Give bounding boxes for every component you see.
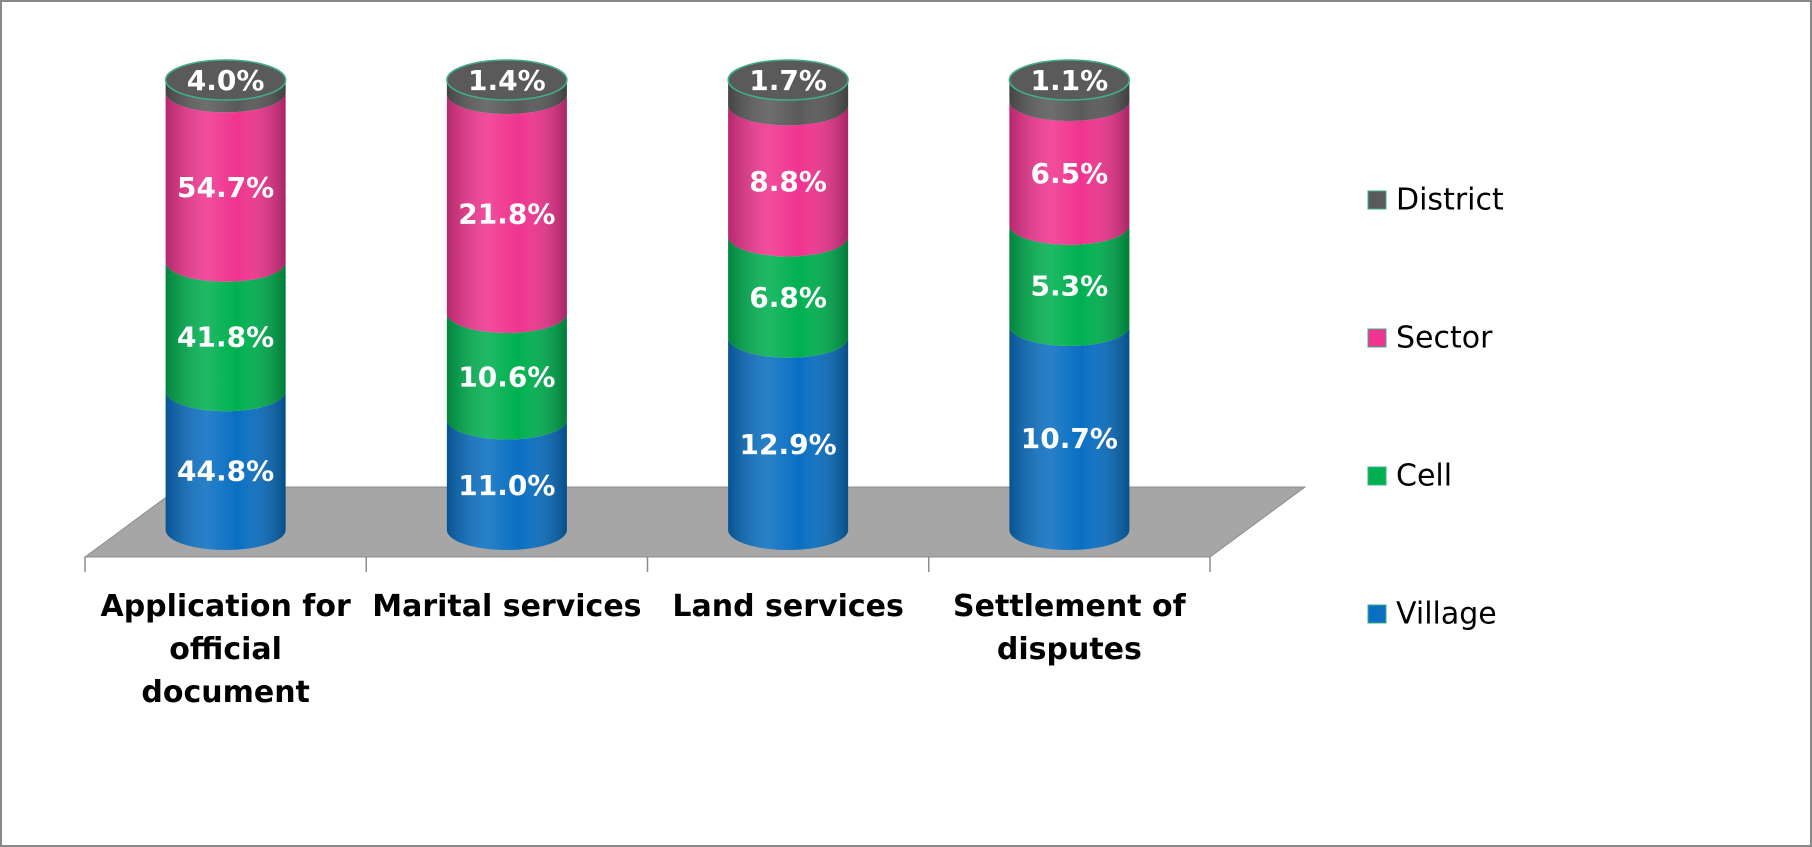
data-label: 1.1% [1031, 64, 1109, 97]
x-tick-label: Settlement of disputes [953, 589, 1186, 667]
data-label: 21.8% [458, 198, 555, 231]
data-label: 11.0% [458, 469, 555, 502]
bar-shading [1009, 325, 1130, 550]
bar-shading [165, 261, 286, 412]
bar-shading [446, 80, 567, 115]
x-tick-label: Land services [672, 589, 904, 624]
bar-shading [446, 94, 567, 334]
data-label: 54.7% [177, 171, 274, 204]
bar-shading [165, 92, 286, 282]
bar-top [164, 59, 287, 101]
legend-label: Village [1396, 597, 1497, 632]
x-tick-label: Marital services [372, 589, 642, 624]
bar-top [1008, 59, 1131, 101]
data-label: 6.5% [1031, 157, 1109, 190]
legend-swatch [1367, 604, 1387, 624]
floor [83, 486, 1307, 558]
bar-top [727, 59, 849, 101]
bar-top [446, 59, 568, 101]
legend-label: District [1396, 183, 1504, 218]
data-label: 8.8% [749, 165, 827, 198]
x-tick-label: Application for official document [100, 589, 351, 710]
bar-shading [728, 236, 849, 358]
data-label: 41.8% [177, 321, 274, 354]
data-label: 1.7% [749, 64, 827, 97]
legend-label: Cell [1396, 459, 1452, 494]
data-label: 12.9% [740, 428, 837, 461]
bar-shading [1009, 224, 1130, 346]
bar-shading [165, 391, 286, 550]
data-label: 10.7% [1021, 422, 1118, 455]
data-label: 4.0% [187, 64, 265, 97]
bar-shading [728, 105, 849, 257]
data-label: 6.8% [749, 281, 827, 314]
bar-shading [446, 419, 567, 550]
legend-label: Sector [1396, 321, 1493, 356]
data-label: 10.6% [458, 360, 555, 393]
bar-shading [165, 80, 286, 113]
bar-shading [1009, 100, 1130, 245]
legend-swatch [1367, 190, 1387, 210]
bar-shading [728, 337, 849, 550]
data-label: 1.4% [468, 64, 546, 97]
data-label: 44.8% [177, 455, 274, 488]
bar-shading [446, 313, 567, 440]
legend-swatch [1367, 466, 1387, 486]
bar-shading [728, 80, 849, 126]
legend-swatch [1367, 328, 1387, 348]
data-label: 5.3% [1031, 269, 1109, 302]
